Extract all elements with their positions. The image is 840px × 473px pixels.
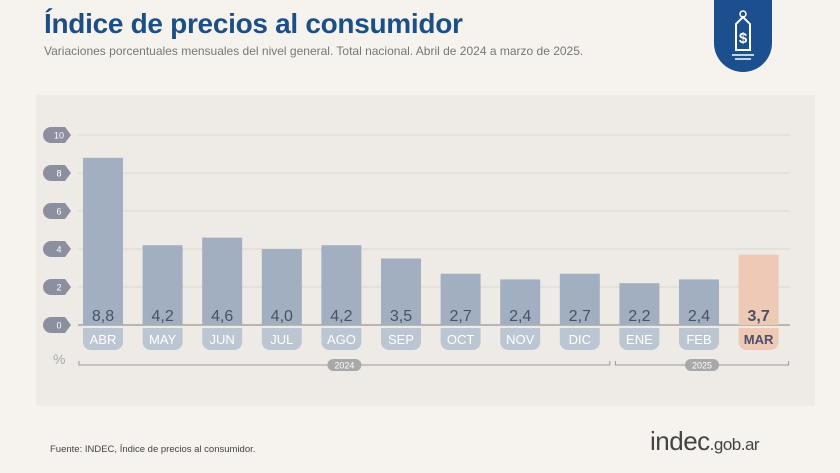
x-tick-label: MAR xyxy=(744,332,774,347)
y-tick-label: 8 xyxy=(56,169,61,179)
x-tick-label: ENE xyxy=(626,332,653,347)
x-tick-label: FEB xyxy=(686,332,711,347)
bar xyxy=(261,249,302,325)
x-label-pill xyxy=(321,328,362,350)
y-tick-badge xyxy=(43,165,71,181)
x-tick-label: DIC xyxy=(569,332,591,347)
y-tick-badge xyxy=(43,279,71,295)
x-label-pill xyxy=(83,328,123,350)
price-tag-dollar-icon: $ xyxy=(714,0,772,72)
year-pill xyxy=(327,359,362,371)
bar xyxy=(381,258,421,325)
y-tick-label: 6 xyxy=(56,207,61,217)
bar xyxy=(202,237,243,325)
year-pill xyxy=(685,359,719,371)
x-label-pill xyxy=(440,328,481,350)
x-label-pill xyxy=(619,328,660,350)
data-label: 2,7 xyxy=(449,308,471,325)
bar xyxy=(440,273,481,325)
y-tick-label: 10 xyxy=(54,131,64,141)
bar xyxy=(321,245,362,325)
data-label: 3,7 xyxy=(747,308,769,325)
data-label: 2,4 xyxy=(688,308,710,325)
svg-text:$: $ xyxy=(739,30,748,47)
x-label-pill xyxy=(738,328,779,350)
page-subtitle: Variaciones porcentuales mensuales del n… xyxy=(44,44,584,58)
data-label: 4,0 xyxy=(271,308,293,325)
bar xyxy=(559,273,600,325)
y-tick-badge xyxy=(43,317,71,333)
year-label: 2025 xyxy=(692,361,712,371)
year-label: 2024 xyxy=(334,361,354,371)
y-tick-badge xyxy=(43,241,71,257)
x-tick-label: AGO xyxy=(327,332,356,347)
bar xyxy=(619,283,660,325)
x-label-pill xyxy=(381,328,421,350)
x-tick-label: OCT xyxy=(447,332,475,347)
data-label: 4,2 xyxy=(151,308,173,325)
data-label: 2,2 xyxy=(628,308,650,325)
x-label-pill xyxy=(679,328,719,350)
y-tick-badge xyxy=(43,127,71,143)
y-tick-label: 4 xyxy=(56,245,61,255)
x-label-pill xyxy=(261,328,302,350)
y-tick-badge xyxy=(43,203,71,219)
bar xyxy=(738,254,779,325)
data-label: 4,2 xyxy=(330,308,352,325)
data-label: 4,6 xyxy=(211,308,233,325)
indec-logo: indec.gob.ar xyxy=(650,426,760,456)
x-label-pill xyxy=(202,328,243,350)
bar xyxy=(500,279,541,325)
x-tick-label: SEP xyxy=(388,332,414,347)
y-tick-label: 2 xyxy=(56,283,61,293)
x-tick-label: JUL xyxy=(270,332,293,347)
x-tick-label: JUN xyxy=(210,332,235,347)
bar xyxy=(142,245,183,325)
data-label: 2,7 xyxy=(569,308,591,325)
y-tick-label: 0 xyxy=(56,321,61,331)
x-tick-label: MAY xyxy=(149,332,177,347)
data-label: 3,5 xyxy=(390,308,412,325)
x-label-pill xyxy=(559,328,600,350)
bar xyxy=(679,279,719,325)
data-label: 2,4 xyxy=(509,308,531,325)
bar xyxy=(83,157,123,325)
x-label-pill xyxy=(500,328,541,350)
x-label-pill xyxy=(142,328,183,350)
page-title: Índice de precios al consumidor xyxy=(44,8,463,39)
x-tick-label: NOV xyxy=(506,332,535,347)
y-axis-unit: % xyxy=(53,351,65,367)
x-tick-label: ABR xyxy=(90,332,117,347)
data-label: 8,8 xyxy=(92,308,114,325)
source-note: Fuente: INDEC, Índice de precios al cons… xyxy=(50,444,256,455)
